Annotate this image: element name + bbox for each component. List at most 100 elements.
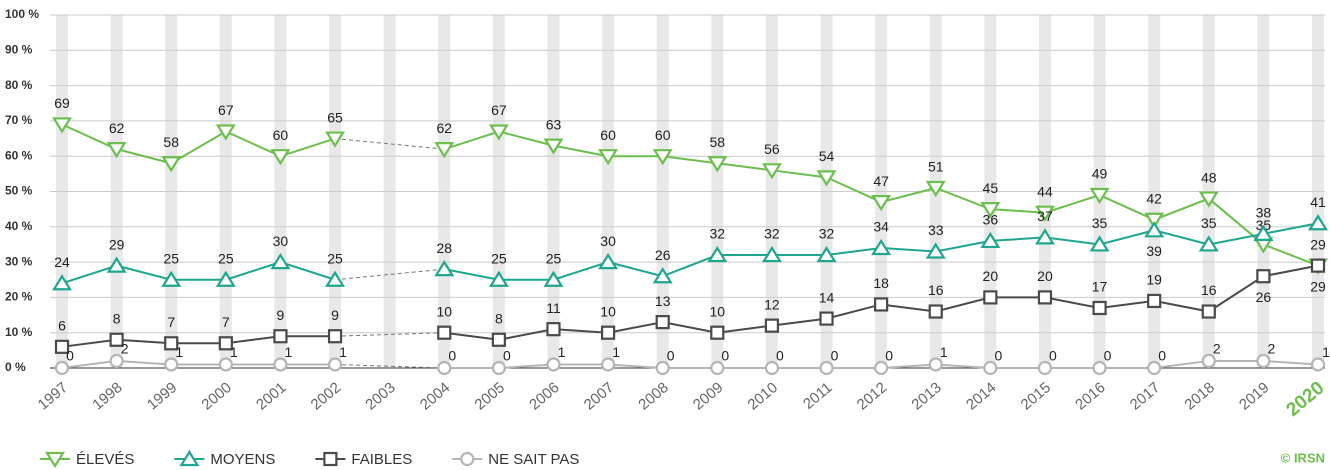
point (764, 318, 780, 333)
point (1310, 357, 1326, 372)
point (488, 124, 509, 141)
point (1256, 353, 1271, 369)
source: © IRSN (1281, 450, 1325, 465)
point (109, 353, 124, 369)
x-tick-label: 2017 (1127, 379, 1163, 413)
point (215, 270, 236, 287)
point (1198, 191, 1219, 208)
value-label: 20 (983, 268, 999, 284)
x-tick-label: 1997 (35, 379, 71, 413)
point (871, 194, 892, 212)
value-label: 1 (285, 344, 293, 360)
legend-marker (323, 451, 338, 467)
x-tick-label: 2001 (253, 379, 289, 413)
point (928, 304, 943, 319)
point (1037, 290, 1053, 305)
point (546, 357, 561, 372)
point (1198, 235, 1219, 252)
point (598, 149, 619, 166)
value-label: 32 (819, 226, 835, 242)
point (270, 253, 291, 270)
point (983, 360, 998, 376)
gap-bridge (335, 363, 445, 369)
x-tick-label: 1999 (144, 379, 180, 413)
point (1144, 221, 1165, 238)
point (546, 322, 561, 337)
point (655, 315, 670, 330)
point (273, 329, 288, 344)
point (598, 253, 619, 270)
point (655, 360, 670, 376)
value-label: 45 (983, 180, 999, 196)
value-label: 29 (109, 236, 125, 252)
value-label: 51 (928, 159, 944, 175)
point (325, 131, 346, 148)
series-line (61, 123, 336, 165)
value-label: 25 (218, 250, 234, 266)
value-label: 58 (710, 134, 726, 150)
point (488, 270, 509, 287)
value-label: 1 (1322, 344, 1330, 360)
x-tick-label: 2004 (417, 379, 453, 413)
value-label: 0 (885, 348, 893, 364)
value-label: 2 (1267, 341, 1275, 357)
value-label: 63 (546, 116, 562, 132)
series-line (61, 335, 336, 348)
point (819, 360, 834, 376)
value-label: 10 (436, 303, 452, 319)
point (543, 138, 564, 155)
point (652, 267, 673, 284)
point (161, 270, 182, 287)
value-label: 0 (503, 348, 511, 364)
value-label: 67 (491, 102, 507, 118)
value-label: 0 (1104, 348, 1112, 364)
legend-label: MOYENS (210, 451, 275, 468)
value-label: 38 (1256, 205, 1272, 221)
x-tick-label: 2002 (308, 379, 344, 413)
point (52, 117, 72, 134)
x-tick-label: 2007 (581, 379, 617, 413)
point (54, 339, 70, 354)
value-label: 24 (54, 254, 70, 270)
x-tick-label: 2009 (690, 379, 726, 413)
y-tick-label: 30 % (5, 254, 33, 268)
value-label: 29 (1310, 278, 1326, 294)
value-label: 18 (873, 275, 889, 291)
value-label: 8 (495, 310, 503, 326)
value-label: 58 (163, 134, 179, 150)
point (218, 336, 233, 351)
point (1310, 258, 1326, 273)
value-label: 1 (940, 344, 948, 360)
point (710, 325, 725, 340)
value-label: 30 (273, 233, 289, 249)
y-tick-label: 50 % (5, 184, 33, 198)
value-label: 20 (1037, 268, 1053, 284)
gap-bridge (335, 332, 445, 337)
value-label: 42 (1146, 190, 1162, 206)
point (710, 360, 725, 376)
value-label: 25 (546, 250, 562, 266)
value-label: 0 (1158, 348, 1166, 364)
point (434, 142, 455, 159)
y-tick-label: 80 % (5, 78, 33, 92)
x-tick-label: 2020 (1283, 378, 1329, 421)
x-tick-label: 2008 (635, 379, 671, 413)
point (543, 270, 564, 287)
point (327, 329, 343, 344)
point (215, 124, 236, 141)
x-tick-label: 2019 (1236, 379, 1272, 413)
legend-marker (179, 449, 200, 467)
value-label: 37 (1037, 208, 1053, 224)
value-label: 60 (273, 127, 289, 143)
value-label: 0 (994, 348, 1002, 364)
value-label: 62 (436, 120, 452, 136)
value-label: 1 (558, 344, 566, 360)
value-label: 67 (218, 102, 234, 118)
x-tick-label: 2010 (745, 379, 781, 413)
point (164, 336, 179, 351)
value-label: 33 (928, 222, 944, 238)
series-line (61, 359, 336, 369)
value-label: 32 (710, 226, 726, 242)
value-label: 9 (277, 307, 285, 323)
